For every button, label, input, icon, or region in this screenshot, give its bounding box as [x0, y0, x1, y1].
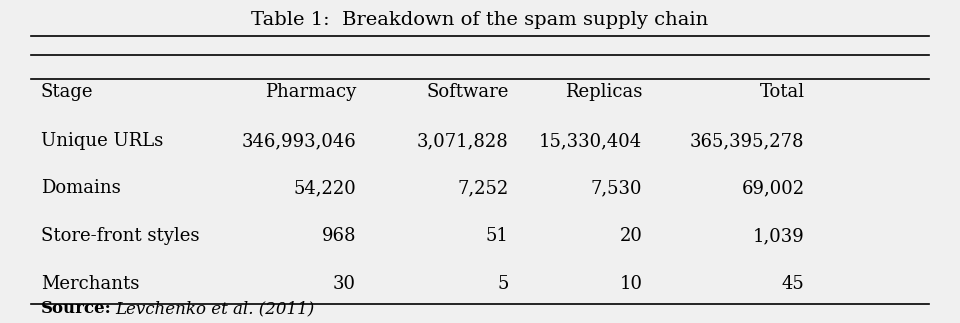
Text: 346,993,046: 346,993,046	[241, 132, 356, 150]
Text: 20: 20	[619, 227, 642, 245]
Text: 51: 51	[486, 227, 509, 245]
Text: 30: 30	[333, 275, 356, 293]
Text: 365,395,278: 365,395,278	[690, 132, 804, 150]
Text: Levchenko et al. (2011): Levchenko et al. (2011)	[115, 300, 315, 317]
Text: Stage: Stage	[41, 83, 93, 101]
Text: 45: 45	[781, 275, 804, 293]
Text: 54,220: 54,220	[293, 180, 356, 197]
Text: Replicas: Replicas	[564, 83, 642, 101]
Text: 7,530: 7,530	[590, 180, 642, 197]
Text: Domains: Domains	[41, 180, 121, 197]
Text: 10: 10	[619, 275, 642, 293]
Text: 968: 968	[322, 227, 356, 245]
Text: Software: Software	[426, 83, 509, 101]
Text: Pharmacy: Pharmacy	[265, 83, 356, 101]
Text: 1,039: 1,039	[753, 227, 804, 245]
Text: 15,330,404: 15,330,404	[540, 132, 642, 150]
Text: Unique URLs: Unique URLs	[41, 132, 163, 150]
Text: 3,071,828: 3,071,828	[417, 132, 509, 150]
Text: 69,002: 69,002	[741, 180, 804, 197]
Text: Store-front styles: Store-front styles	[41, 227, 200, 245]
Text: Table 1:  Breakdown of the spam supply chain: Table 1: Breakdown of the spam supply ch…	[252, 11, 708, 29]
Text: Source:: Source:	[41, 300, 111, 317]
Text: Total: Total	[759, 83, 804, 101]
Text: 5: 5	[497, 275, 509, 293]
Text: 7,252: 7,252	[457, 180, 509, 197]
Text: Merchants: Merchants	[41, 275, 139, 293]
